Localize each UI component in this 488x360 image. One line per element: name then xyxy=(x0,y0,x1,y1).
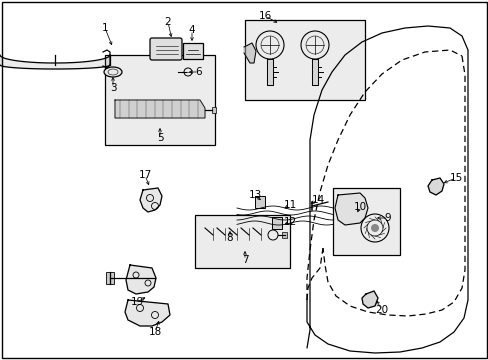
Text: 13: 13 xyxy=(248,190,261,200)
Text: 5: 5 xyxy=(156,133,163,143)
Text: 2: 2 xyxy=(164,17,171,27)
Polygon shape xyxy=(361,291,377,308)
Text: 4: 4 xyxy=(188,25,195,35)
Ellipse shape xyxy=(104,67,122,77)
Polygon shape xyxy=(311,59,317,85)
Text: 8: 8 xyxy=(226,233,233,243)
Bar xyxy=(271,217,282,229)
Polygon shape xyxy=(334,193,367,225)
Polygon shape xyxy=(125,300,170,326)
Text: 14: 14 xyxy=(311,195,324,205)
Bar xyxy=(105,55,215,145)
Text: 20: 20 xyxy=(375,305,388,315)
Bar xyxy=(282,232,286,238)
Bar xyxy=(106,272,114,284)
Text: 7: 7 xyxy=(241,255,248,265)
Bar xyxy=(254,196,264,208)
Polygon shape xyxy=(140,188,162,212)
Bar xyxy=(212,107,216,113)
Polygon shape xyxy=(126,265,156,294)
Text: 11: 11 xyxy=(283,200,296,210)
Text: 3: 3 xyxy=(109,83,116,93)
Text: 16: 16 xyxy=(258,11,271,21)
Text: 18: 18 xyxy=(148,327,162,337)
FancyBboxPatch shape xyxy=(150,38,182,60)
Circle shape xyxy=(370,224,378,232)
Text: 6: 6 xyxy=(195,67,202,77)
Polygon shape xyxy=(115,100,204,118)
FancyBboxPatch shape xyxy=(183,43,203,59)
Text: 9: 9 xyxy=(384,213,390,223)
Polygon shape xyxy=(244,43,256,63)
Polygon shape xyxy=(266,59,272,85)
Bar xyxy=(195,215,289,268)
Polygon shape xyxy=(427,178,443,195)
Text: 10: 10 xyxy=(353,202,366,212)
Text: 17: 17 xyxy=(138,170,151,180)
Text: 12: 12 xyxy=(283,217,296,227)
Text: 15: 15 xyxy=(448,173,462,183)
Text: 19: 19 xyxy=(130,297,143,307)
Text: 1: 1 xyxy=(102,23,108,33)
Bar xyxy=(332,188,399,255)
Bar xyxy=(244,20,364,100)
